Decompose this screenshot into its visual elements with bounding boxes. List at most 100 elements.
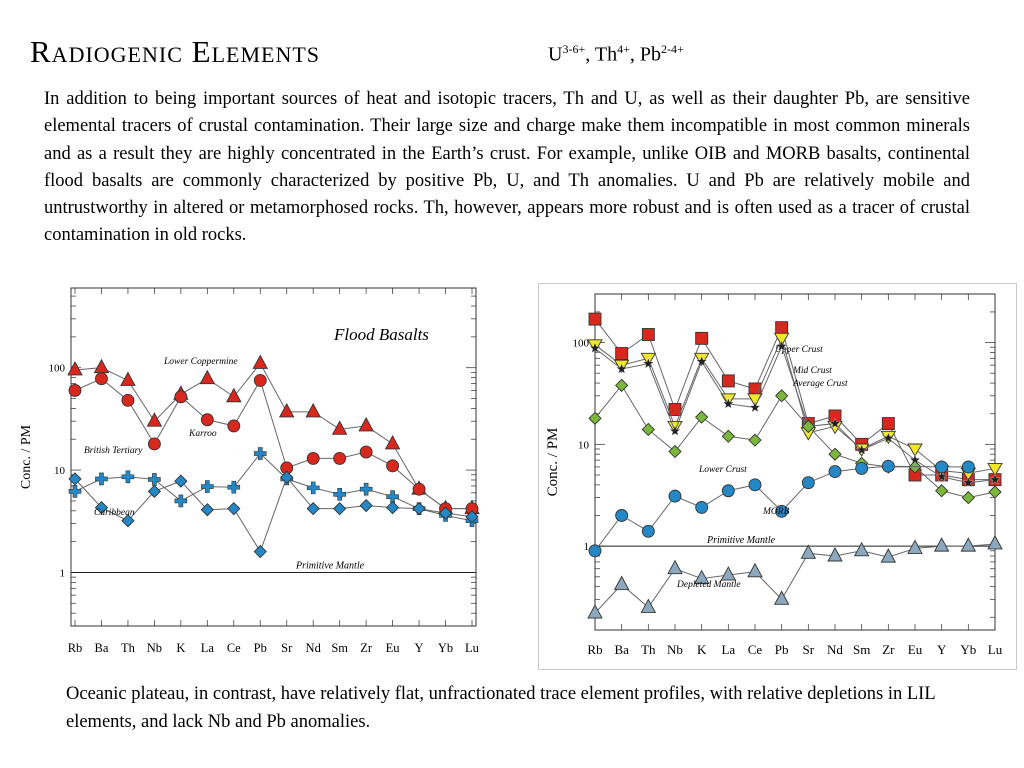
point-british-tertiary-ce: [227, 480, 241, 494]
x-tick-label-y: Y: [415, 641, 424, 655]
point-british-tertiary-ba: [95, 472, 108, 486]
point-karroo-la: [200, 413, 214, 427]
point-caribbean-th: [121, 514, 135, 528]
point-lower-coppermine-sr: [278, 402, 295, 418]
x-tick-label-sm: Sm: [853, 642, 870, 657]
point-upper-crust-zr: [881, 417, 895, 431]
formula-pb: Pb: [639, 43, 661, 66]
point-british-tertiary-th: [121, 470, 135, 484]
x-tick-label-nd: Nd: [306, 641, 322, 655]
series-label-karroo: Karroo: [188, 429, 217, 439]
y-tick-label: 100: [49, 363, 66, 375]
point-depleted-mantle-zr: [880, 548, 897, 563]
point-karroo-th: [121, 393, 135, 407]
point-depleted-mantle-pb: [773, 590, 790, 605]
point-morb-nd: [828, 465, 842, 479]
series-label-morb: MORB: [762, 507, 790, 517]
point-caribbean-sm: [333, 502, 347, 516]
x-tick-label-la: La: [201, 641, 215, 655]
point-average-crust-th: [642, 357, 655, 369]
point-british-tertiary-k: [174, 494, 188, 508]
point-upper-crust-pb: [775, 321, 789, 335]
point-lower-coppermine-nb: [146, 412, 163, 427]
point-upper-crust-la: [721, 374, 735, 388]
series-line-upper-crust: [594, 318, 995, 481]
point-depleted-mantle-ce: [747, 562, 763, 578]
point-caribbean-ce: [227, 502, 241, 516]
point-morb-k: [695, 500, 709, 514]
point-average-crust-lu: [989, 473, 1001, 485]
reference-line-label: Primitive Mantle: [706, 535, 776, 546]
point-british-tertiary-nd: [306, 481, 320, 495]
point-caribbean-rb: [68, 472, 82, 486]
flood-basalts-chart-svg: Rb Ba Th Nb K La Ce Pb Sr Nd Sm Zr Eu Y Yb Lu 1 10 100 Conc…: [19, 287, 480, 655]
x-tick-label-la: La: [721, 642, 735, 657]
x-tick-label-ce: Ce: [748, 642, 763, 657]
x-tick-label-th: Th: [641, 642, 656, 657]
point-karroo-nd: [306, 451, 320, 465]
point-morb-sm: [855, 461, 869, 475]
chart-title: Flood Basalts: [333, 325, 429, 344]
series-depleted-mantle: [587, 535, 1003, 619]
x-tick-label-ce: Ce: [227, 641, 241, 655]
point-depleted-mantle-rb: [587, 604, 603, 619]
point-average-crust-k: [695, 355, 708, 367]
point-caribbean-yb: [438, 506, 453, 520]
point-british-tertiary-sm: [333, 487, 346, 501]
plot-border: [594, 293, 996, 631]
point-karroo-pb: [253, 374, 267, 387]
point-average-crust-rb: [589, 342, 601, 354]
crust-mantle-chart-svg: Rb Ba Th Nb K La Ce Pb Sr Nd Sm Zr Eu Y Yb Lu 1 10 100 Conc…: [545, 293, 1003, 657]
x-tick-label-th: Th: [121, 641, 136, 655]
x-tick-label-nb: Nb: [667, 642, 683, 657]
series-line-lower-coppermine: [74, 362, 472, 510]
series-label-caribbean: Caribbean: [94, 508, 135, 518]
point-average-crust-zr: [882, 432, 895, 443]
point-mid-crust-pb: [773, 332, 790, 347]
x-tick-label-sr: Sr: [803, 642, 815, 657]
point-lower-crust-ce: [748, 433, 762, 447]
point-depleted-mantle-nb: [667, 559, 683, 575]
x-tick-label-nd: Nd: [827, 642, 843, 657]
point-karroo-ba: [95, 372, 108, 386]
point-depleted-mantle-sm: [853, 541, 870, 557]
y-axis-label: Conc. / PM: [545, 428, 561, 497]
x-tick-label-nb: Nb: [147, 641, 162, 655]
point-morb-la: [721, 484, 735, 498]
point-morb-nb: [668, 489, 682, 503]
y-tick-label: 1: [60, 567, 66, 579]
slide-title: Radiogenic Elements: [30, 34, 321, 69]
point-morb-yb: [961, 460, 975, 474]
formula-th: Th: [594, 43, 618, 66]
point-caribbean-lu: [465, 510, 479, 524]
series-label-depleted-mantle: Depleted Mantle: [676, 580, 741, 590]
point-karroo-sm: [333, 451, 347, 465]
point-karroo-eu: [386, 459, 400, 473]
series-british-tertiary: [68, 447, 479, 528]
x-tick-label-ba: Ba: [614, 642, 629, 657]
point-caribbean-eu: [385, 500, 400, 515]
point-lower-crust-th: [641, 422, 655, 437]
point-caribbean-la: [200, 503, 214, 517]
series-label-mid-crust: Mid Crust: [792, 366, 832, 376]
formula-pb-charge: 2-4+: [660, 42, 684, 56]
point-average-crust-pb: [775, 340, 788, 352]
x-tick-label-eu: Eu: [386, 641, 401, 655]
point-upper-crust-nb: [668, 403, 682, 416]
point-british-tertiary-eu: [386, 490, 399, 503]
series-line-lower-crust: [594, 384, 996, 499]
x-tick-label-lu: Lu: [988, 642, 1003, 657]
point-lower-coppermine-rb: [67, 361, 83, 376]
series-line-depleted-mantle: [594, 543, 996, 614]
series-label-lower-crust: Lower Crust: [698, 465, 747, 475]
point-depleted-mantle-ba: [613, 575, 630, 590]
series-mid-crust: [587, 332, 1003, 482]
formula-sep-1: ,: [585, 43, 595, 66]
formula-sep-2: ,: [629, 43, 640, 66]
point-lower-crust-nd: [828, 447, 842, 461]
x-tick-label-ba: Ba: [95, 641, 109, 655]
point-average-crust-yb: [962, 476, 975, 488]
point-morb-th: [641, 524, 655, 538]
point-lower-crust-y: [935, 484, 949, 498]
point-depleted-mantle-nd: [827, 547, 843, 562]
